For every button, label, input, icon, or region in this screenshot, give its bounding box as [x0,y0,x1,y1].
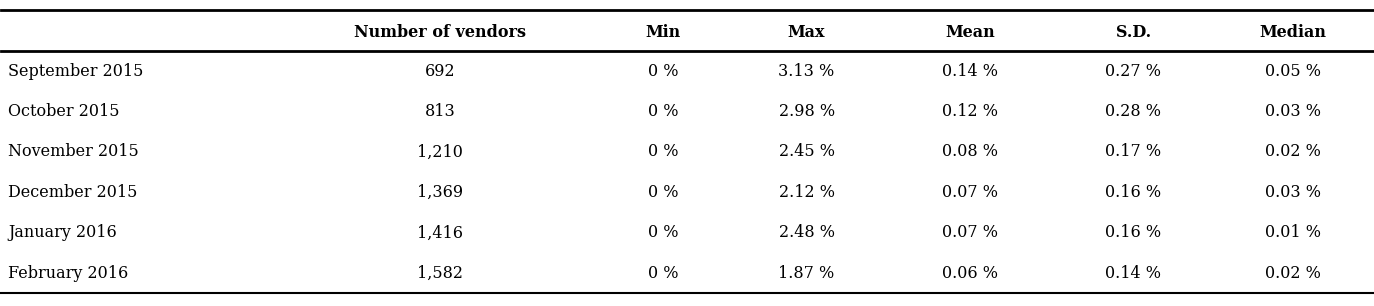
Text: December 2015: December 2015 [8,184,137,201]
Text: 813: 813 [425,103,455,120]
Text: 1.87 %: 1.87 % [779,265,835,282]
Text: 0.27 %: 0.27 % [1106,63,1161,80]
Text: 1,416: 1,416 [416,224,463,241]
Text: 0 %: 0 % [647,63,679,80]
Text: 0 %: 0 % [647,265,679,282]
Text: 0.12 %: 0.12 % [943,103,998,120]
Text: October 2015: October 2015 [8,103,120,120]
Text: 0.05 %: 0.05 % [1265,63,1320,80]
Text: 0 %: 0 % [647,224,679,241]
Text: 2.98 %: 2.98 % [779,103,834,120]
Text: 0.07 %: 0.07 % [943,224,998,241]
Text: Max: Max [787,24,826,41]
Text: 2.12 %: 2.12 % [779,184,834,201]
Text: 0.03 %: 0.03 % [1265,184,1320,201]
Text: 1,210: 1,210 [416,144,463,160]
Text: 692: 692 [425,63,455,80]
Text: 0.03 %: 0.03 % [1265,103,1320,120]
Text: Number of vendors: Number of vendors [354,24,526,41]
Text: 1,369: 1,369 [416,184,463,201]
Text: 0.01 %: 0.01 % [1265,224,1320,241]
Text: Min: Min [646,24,680,41]
Text: 0 %: 0 % [647,144,679,160]
Text: 0 %: 0 % [647,103,679,120]
Text: November 2015: November 2015 [8,144,139,160]
Text: 2.45 %: 2.45 % [779,144,834,160]
Text: 0.16 %: 0.16 % [1105,184,1161,201]
Text: February 2016: February 2016 [8,265,129,282]
Text: 0.06 %: 0.06 % [943,265,998,282]
Text: September 2015: September 2015 [8,63,144,80]
Text: 0.28 %: 0.28 % [1106,103,1161,120]
Text: 0.16 %: 0.16 % [1105,224,1161,241]
Text: 2.48 %: 2.48 % [779,224,834,241]
Text: 0.14 %: 0.14 % [1106,265,1161,282]
Text: 0.14 %: 0.14 % [943,63,998,80]
Text: 0.08 %: 0.08 % [943,144,998,160]
Text: 3.13 %: 3.13 % [779,63,835,80]
Text: 1,582: 1,582 [416,265,463,282]
Text: Median: Median [1260,24,1326,41]
Text: S.D.: S.D. [1116,24,1151,41]
Text: 0.02 %: 0.02 % [1265,144,1320,160]
Text: Mean: Mean [945,24,995,41]
Text: 0.02 %: 0.02 % [1265,265,1320,282]
Text: 0 %: 0 % [647,184,679,201]
Text: 0.17 %: 0.17 % [1105,144,1161,160]
Text: January 2016: January 2016 [8,224,117,241]
Text: 0.07 %: 0.07 % [943,184,998,201]
